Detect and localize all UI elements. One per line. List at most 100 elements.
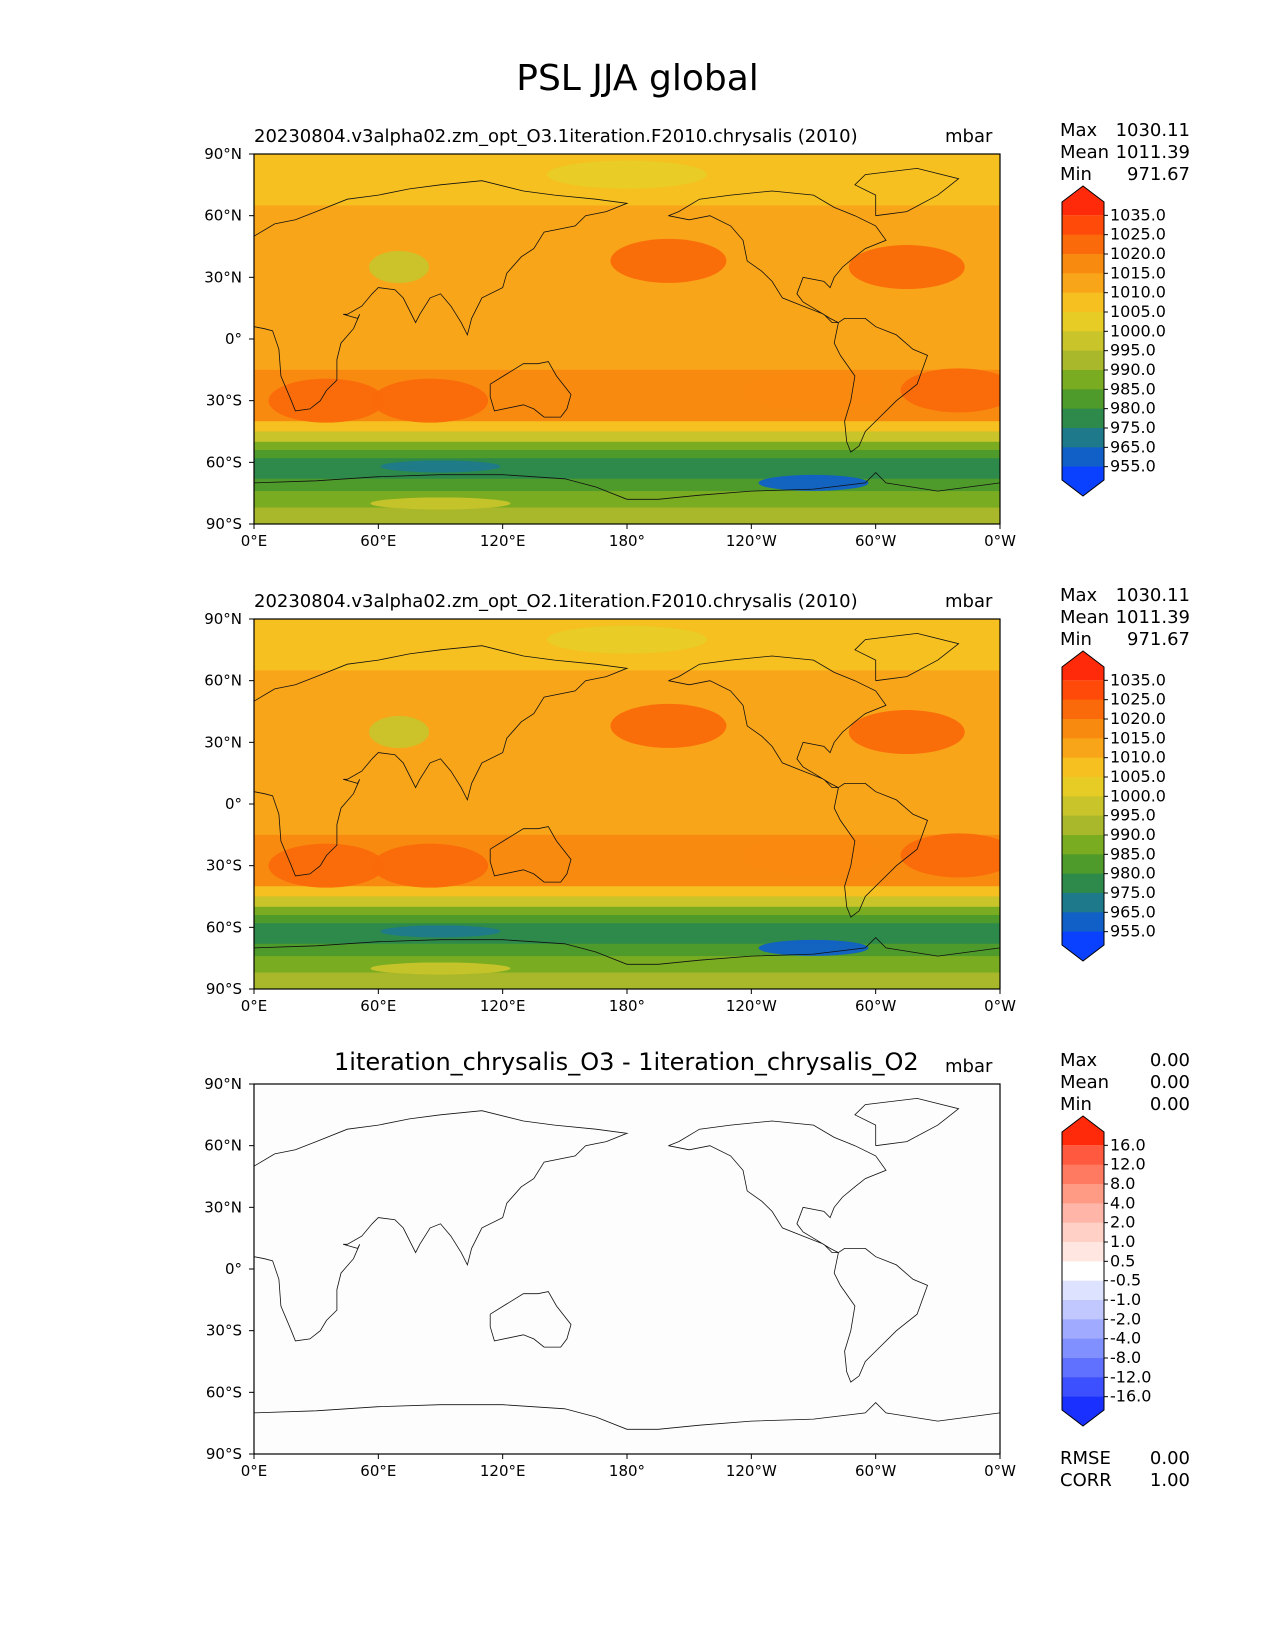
colorbar-label: 1025.0 xyxy=(1110,690,1166,709)
colorbar-label: 4.0 xyxy=(1110,1193,1135,1212)
colorbar-label: 1005.0 xyxy=(1110,302,1166,321)
y-tick-label: 90°S xyxy=(206,980,242,998)
y-tick-label: 0° xyxy=(225,795,242,813)
coastline xyxy=(254,472,1000,500)
coastline xyxy=(833,1248,929,1383)
colorbar-outline xyxy=(1061,185,1105,497)
colorbar-label: -0.5 xyxy=(1110,1271,1141,1290)
corr-value: 1.00 xyxy=(1149,1470,1190,1491)
map-field xyxy=(254,1084,1000,1454)
colorbar-label: 12.0 xyxy=(1110,1155,1146,1174)
field-band xyxy=(254,431,1000,443)
x-tick-label: 60°E xyxy=(360,997,396,1015)
colorbar-label: 965.0 xyxy=(1110,437,1156,456)
stat-min-label: Min xyxy=(1060,629,1092,650)
colorbar-label: 2.0 xyxy=(1110,1213,1135,1232)
coastline xyxy=(833,783,929,918)
colorbar-swatch xyxy=(1062,1164,1104,1185)
field-region xyxy=(848,710,965,755)
colorbar-outline xyxy=(1061,650,1105,962)
stat-mean: 1011.39 xyxy=(1115,142,1190,163)
colorbar-swatch xyxy=(1062,331,1104,352)
figure-title: PSL JJA global xyxy=(516,58,759,99)
colorbar-swatch xyxy=(1062,835,1104,855)
panel-difference: 1iteration_chrysalis_O3 - 1iteration_chr… xyxy=(0,1048,1275,1526)
y-tick-label: 60°S xyxy=(206,918,242,936)
units-label: mbar xyxy=(945,126,993,147)
colorbar-label: 995.0 xyxy=(1110,341,1156,360)
stat-mean-label: Mean xyxy=(1060,1072,1110,1093)
panel-title: 1iteration_chrysalis_O3 - 1iteration_chr… xyxy=(334,1048,919,1076)
colorbar-swatch xyxy=(1062,428,1104,448)
x-tick-label: 0°E xyxy=(241,997,268,1015)
colorbar-label: 1005.0 xyxy=(1110,767,1166,786)
y-tick-label: 60°N xyxy=(204,672,242,690)
field-band xyxy=(254,933,1000,945)
colorbar-label: 1.0 xyxy=(1110,1232,1135,1251)
stat-max: 0.00 xyxy=(1149,1050,1190,1071)
colorbar-label: 965.0 xyxy=(1110,902,1156,921)
colorbar-label: 1010.0 xyxy=(1110,283,1166,302)
panel-title: 20230804.v3alpha02.zm_opt_O2.1iteration.… xyxy=(254,591,858,612)
corr-label: CORR xyxy=(1060,1470,1112,1491)
stat-max-label: Max xyxy=(1060,1050,1098,1071)
colorbar-label: -1.0 xyxy=(1110,1290,1141,1309)
stat-min-label: Min xyxy=(1060,1094,1092,1115)
coastline xyxy=(668,655,887,788)
colorbar-outline xyxy=(1061,1115,1105,1427)
coastline xyxy=(854,1097,960,1147)
stat-max: 1030.11 xyxy=(1115,120,1190,141)
colorbar-swatch xyxy=(1062,1358,1104,1378)
y-tick-label: 90°N xyxy=(204,1075,242,1093)
field-region xyxy=(758,939,869,956)
field-band xyxy=(254,458,1000,469)
coastline xyxy=(489,361,572,418)
field-region xyxy=(372,843,489,888)
y-tick-label: 30°S xyxy=(206,1322,242,1340)
colorbar-swatch xyxy=(1062,466,1104,496)
coastline xyxy=(854,167,960,217)
x-tick-label: 180° xyxy=(609,1462,645,1480)
coastline xyxy=(833,318,929,453)
stat-max: 1030.11 xyxy=(1115,585,1190,606)
field-band xyxy=(254,468,1000,480)
stat-min-label: Min xyxy=(1060,164,1092,185)
coastline xyxy=(489,826,572,883)
stat-mean: 0.00 xyxy=(1149,1072,1190,1093)
map-plot: 0°E 60°E 120°E 180° 120°W 60°W 0°W 90°N 60°N 30°N… xyxy=(204,1075,1151,1480)
colorbar-swatch xyxy=(1062,719,1104,739)
stat-min: 971.67 xyxy=(1127,164,1190,185)
rmse-value: 0.00 xyxy=(1149,1448,1190,1469)
colorbar-label: 1020.0 xyxy=(1110,709,1166,728)
colorbar-swatch xyxy=(1062,215,1104,236)
colorbar-label: 1025.0 xyxy=(1110,225,1166,244)
map-plot: 0°E 60°E 120°E 180° 120°W 60°W 0°W 90°N 60°N 30°N… xyxy=(204,145,1166,550)
colorbar-swatch xyxy=(1062,186,1104,216)
colorbar-label: 8.0 xyxy=(1110,1174,1135,1193)
colorbar-swatch xyxy=(1062,651,1104,681)
colorbar-swatch xyxy=(1062,389,1104,410)
field-region xyxy=(268,843,385,888)
colorbar-swatch xyxy=(1062,1203,1104,1224)
field-region xyxy=(380,925,501,938)
field-band xyxy=(254,943,1000,957)
colorbar-swatch xyxy=(1062,796,1104,817)
field-region xyxy=(743,835,884,876)
colorbar-swatch xyxy=(1062,1222,1104,1243)
field-band xyxy=(254,923,1000,934)
colorbar-swatch xyxy=(1062,1300,1104,1320)
stats-block: Max 1030.11 Mean 1011.39 Min 971.67 xyxy=(1060,120,1190,186)
colorbar-label: 1000.0 xyxy=(1110,786,1166,805)
colorbar-swatch xyxy=(1062,931,1104,961)
field-band xyxy=(254,507,1000,524)
coastline xyxy=(489,1291,572,1348)
stats-block: Max 1030.11 Mean 1011.39 Min 971.67 xyxy=(1060,585,1190,651)
colorbar-swatch xyxy=(1062,1377,1104,1398)
stat-min: 0.00 xyxy=(1149,1094,1190,1115)
stat-max-label: Max xyxy=(1060,120,1098,141)
y-tick-label: 30°N xyxy=(204,1198,242,1216)
x-tick-label: 0°E xyxy=(241,1462,268,1480)
field-region xyxy=(547,160,707,189)
x-tick-label: 60°W xyxy=(855,997,897,1015)
x-tick-label: 0°W xyxy=(984,997,1016,1015)
